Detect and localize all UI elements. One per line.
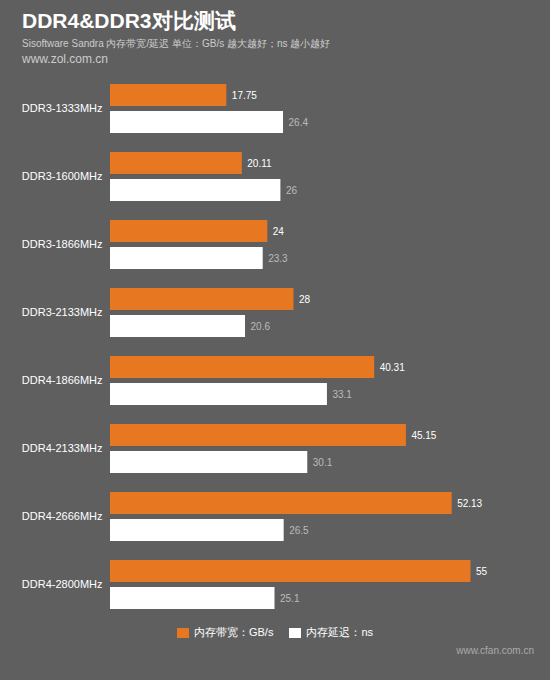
svg-text:20.6: 20.6 [251,321,271,332]
svg-text:52.13: 52.13 [457,498,482,509]
svg-text:28: 28 [299,294,311,305]
html-text:内存延迟：ns: 内存延迟：ns [306,626,373,638]
svg-text:20.11: 20.11 [247,158,272,169]
svg-text:45.15: 45.15 [411,430,436,441]
svg-text:26.4: 26.4 [289,117,309,128]
svg-text:24: 24 [273,226,285,237]
svg-text:23.3: 23.3 [268,253,288,264]
svg-text:DDR4-1866MHz: DDR4-1866MHz [22,374,103,386]
svg-text:DDR3-1333MHz: DDR3-1333MHz [22,102,103,114]
svg-text:55: 55 [476,566,488,577]
html-text:DDR4&DDR3对比测试: DDR4&DDR3对比测试 [22,9,236,32]
svg-text:DDR3-2133MHz: DDR3-2133MHz [22,306,103,318]
svg-text:DDR4-2666MHz: DDR4-2666MHz [22,510,103,522]
svg-text:40.31: 40.31 [380,362,405,373]
svg-text:DDR4-2800MHz: DDR4-2800MHz [22,578,103,590]
svg-text:DDR3-1866MHz: DDR3-1866MHz [22,238,103,250]
html-text:www.zol.com.cn: www.zol.com.cn [22,52,108,66]
svg-text:26.5: 26.5 [289,525,309,536]
html-text:内存带宽：GB/s: 内存带宽：GB/s [194,626,274,638]
svg-text:17.75: 17.75 [232,90,257,101]
svg-text:30.1: 30.1 [313,457,333,468]
svg-text:26: 26 [286,185,298,196]
svg-text:33.1: 33.1 [332,389,352,400]
svg-text:DDR3-1600MHz: DDR3-1600MHz [22,170,103,182]
html-text:Sisoftware Sandra 内存带宽/延迟 单位：G: Sisoftware Sandra 内存带宽/延迟 单位：GB/s 越大越好；n… [22,38,331,49]
svg-text:25.1: 25.1 [280,593,300,604]
svg-text:DDR4-2133MHz: DDR4-2133MHz [22,442,103,454]
html-text:www.cfan.com.cn: www.cfan.com.cn [456,645,534,656]
